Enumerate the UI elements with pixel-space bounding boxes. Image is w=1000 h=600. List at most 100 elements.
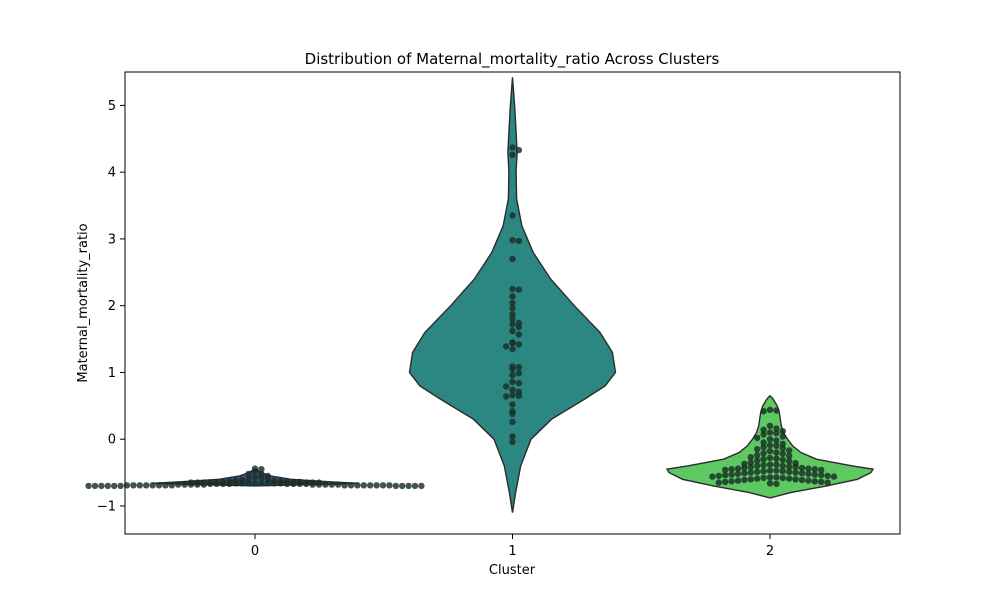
data-point bbox=[779, 445, 786, 452]
data-point bbox=[181, 481, 188, 488]
data-point bbox=[779, 462, 786, 470]
data-point bbox=[315, 481, 323, 488]
data-point bbox=[754, 462, 761, 470]
data-point bbox=[509, 293, 516, 300]
data-point bbox=[271, 480, 278, 487]
data-point bbox=[805, 477, 812, 484]
data-point bbox=[373, 482, 380, 489]
data-point bbox=[722, 466, 729, 474]
data-point bbox=[709, 473, 716, 480]
data-point bbox=[766, 442, 774, 449]
data-point bbox=[379, 482, 387, 489]
x-tick-label: 0 bbox=[251, 544, 259, 559]
data-point bbox=[786, 475, 793, 482]
data-point bbox=[509, 410, 516, 417]
data-point bbox=[766, 454, 774, 462]
data-point bbox=[509, 285, 516, 293]
data-point bbox=[509, 315, 516, 323]
data-point bbox=[341, 482, 348, 489]
data-point bbox=[773, 455, 780, 462]
data-point bbox=[805, 465, 812, 472]
data-point bbox=[811, 466, 818, 473]
data-point bbox=[515, 369, 523, 377]
data-point bbox=[509, 401, 516, 408]
data-point bbox=[509, 418, 516, 425]
data-point bbox=[766, 461, 774, 468]
y-tick-label: 3 bbox=[108, 232, 116, 247]
data-point bbox=[779, 456, 786, 464]
data-point bbox=[754, 446, 761, 453]
data-point bbox=[741, 476, 748, 484]
data-point bbox=[245, 470, 252, 478]
data-point bbox=[509, 339, 516, 347]
data-point bbox=[85, 482, 92, 490]
data-point bbox=[290, 480, 297, 488]
data-point bbox=[515, 237, 523, 245]
y-axis: −1 0 1 2 3 4 5 bbox=[97, 99, 125, 514]
data-point bbox=[728, 478, 735, 485]
data-point bbox=[747, 459, 754, 466]
data-point bbox=[818, 466, 825, 474]
data-point bbox=[754, 434, 761, 442]
data-point bbox=[798, 470, 806, 477]
data-point bbox=[104, 482, 112, 490]
data-point bbox=[798, 464, 806, 472]
data-point bbox=[515, 331, 523, 338]
data-point bbox=[258, 480, 265, 487]
data-point bbox=[98, 482, 105, 490]
data-point bbox=[509, 386, 516, 393]
x-tick-label: 2 bbox=[766, 544, 774, 559]
data-point bbox=[509, 212, 516, 219]
data-point bbox=[734, 477, 742, 484]
data-point bbox=[779, 433, 786, 440]
data-point bbox=[509, 237, 516, 244]
data-point bbox=[747, 476, 754, 483]
data-point bbox=[283, 480, 291, 488]
data-point bbox=[747, 454, 754, 461]
data-point bbox=[149, 482, 156, 489]
data-point bbox=[786, 463, 793, 470]
data-point bbox=[251, 474, 259, 481]
data-point bbox=[200, 481, 207, 488]
data-point bbox=[779, 450, 786, 458]
data-point bbox=[367, 482, 374, 489]
data-point bbox=[386, 482, 393, 489]
data-point bbox=[754, 475, 761, 482]
data-point bbox=[773, 437, 780, 444]
data-point bbox=[509, 299, 516, 307]
data-point bbox=[773, 480, 780, 488]
y-tick-label: 2 bbox=[108, 299, 116, 314]
y-tick-label: 4 bbox=[108, 166, 116, 181]
data-point bbox=[264, 480, 271, 487]
data-point bbox=[111, 482, 118, 490]
data-point bbox=[760, 426, 767, 433]
data-point bbox=[187, 481, 195, 488]
data-point bbox=[760, 408, 767, 415]
data-point bbox=[786, 452, 793, 460]
data-point bbox=[766, 474, 774, 481]
data-point bbox=[354, 482, 361, 489]
data-point bbox=[213, 480, 220, 488]
data-point bbox=[734, 470, 742, 478]
data-point bbox=[766, 436, 774, 443]
x-axis: 0 1 2 bbox=[251, 534, 774, 559]
data-point bbox=[747, 464, 754, 471]
data-point bbox=[754, 468, 761, 476]
plot-area bbox=[85, 77, 875, 513]
data-point bbox=[194, 481, 201, 488]
data-point bbox=[509, 311, 516, 318]
data-point bbox=[117, 482, 124, 490]
data-point bbox=[786, 468, 793, 476]
data-point bbox=[509, 345, 516, 353]
data-point bbox=[258, 474, 265, 482]
data-point bbox=[509, 371, 516, 379]
data-point bbox=[136, 482, 143, 489]
data-point bbox=[728, 471, 735, 478]
data-point bbox=[502, 383, 510, 390]
data-point bbox=[786, 447, 793, 454]
data-point bbox=[509, 378, 516, 385]
data-point bbox=[760, 456, 767, 463]
data-point bbox=[734, 465, 742, 472]
x-tick-label: 1 bbox=[508, 544, 516, 559]
